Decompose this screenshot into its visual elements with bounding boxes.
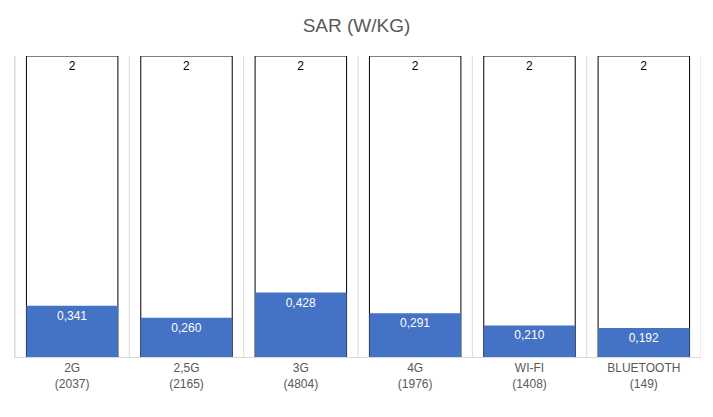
svg-text:SAR (W/KG): SAR (W/KG) xyxy=(303,15,411,36)
svg-text:2G(2037): 2G(2037) xyxy=(55,361,90,391)
svg-text:2: 2 xyxy=(297,59,304,73)
svg-text:2: 2 xyxy=(412,59,419,73)
svg-text:2,5G(2165): 2,5G(2165) xyxy=(169,361,204,391)
svg-text:0,210: 0,210 xyxy=(514,328,544,342)
svg-text:2: 2 xyxy=(526,59,533,73)
svg-text:2: 2 xyxy=(183,59,190,73)
svg-text:WI-FI(1408): WI-FI(1408) xyxy=(512,361,547,391)
svg-text:0,260: 0,260 xyxy=(171,321,201,335)
svg-text:0,192: 0,192 xyxy=(629,331,659,345)
svg-text:2: 2 xyxy=(69,59,76,73)
svg-text:0,341: 0,341 xyxy=(57,309,87,323)
svg-text:0,428: 0,428 xyxy=(286,296,316,310)
svg-text:4G(1976): 4G(1976) xyxy=(398,361,433,391)
svg-text:2: 2 xyxy=(640,59,647,73)
svg-text:BLUETOOTH(149): BLUETOOTH(149) xyxy=(607,361,680,391)
svg-text:3G(4804): 3G(4804) xyxy=(283,361,318,391)
svg-text:0,291: 0,291 xyxy=(400,316,430,330)
